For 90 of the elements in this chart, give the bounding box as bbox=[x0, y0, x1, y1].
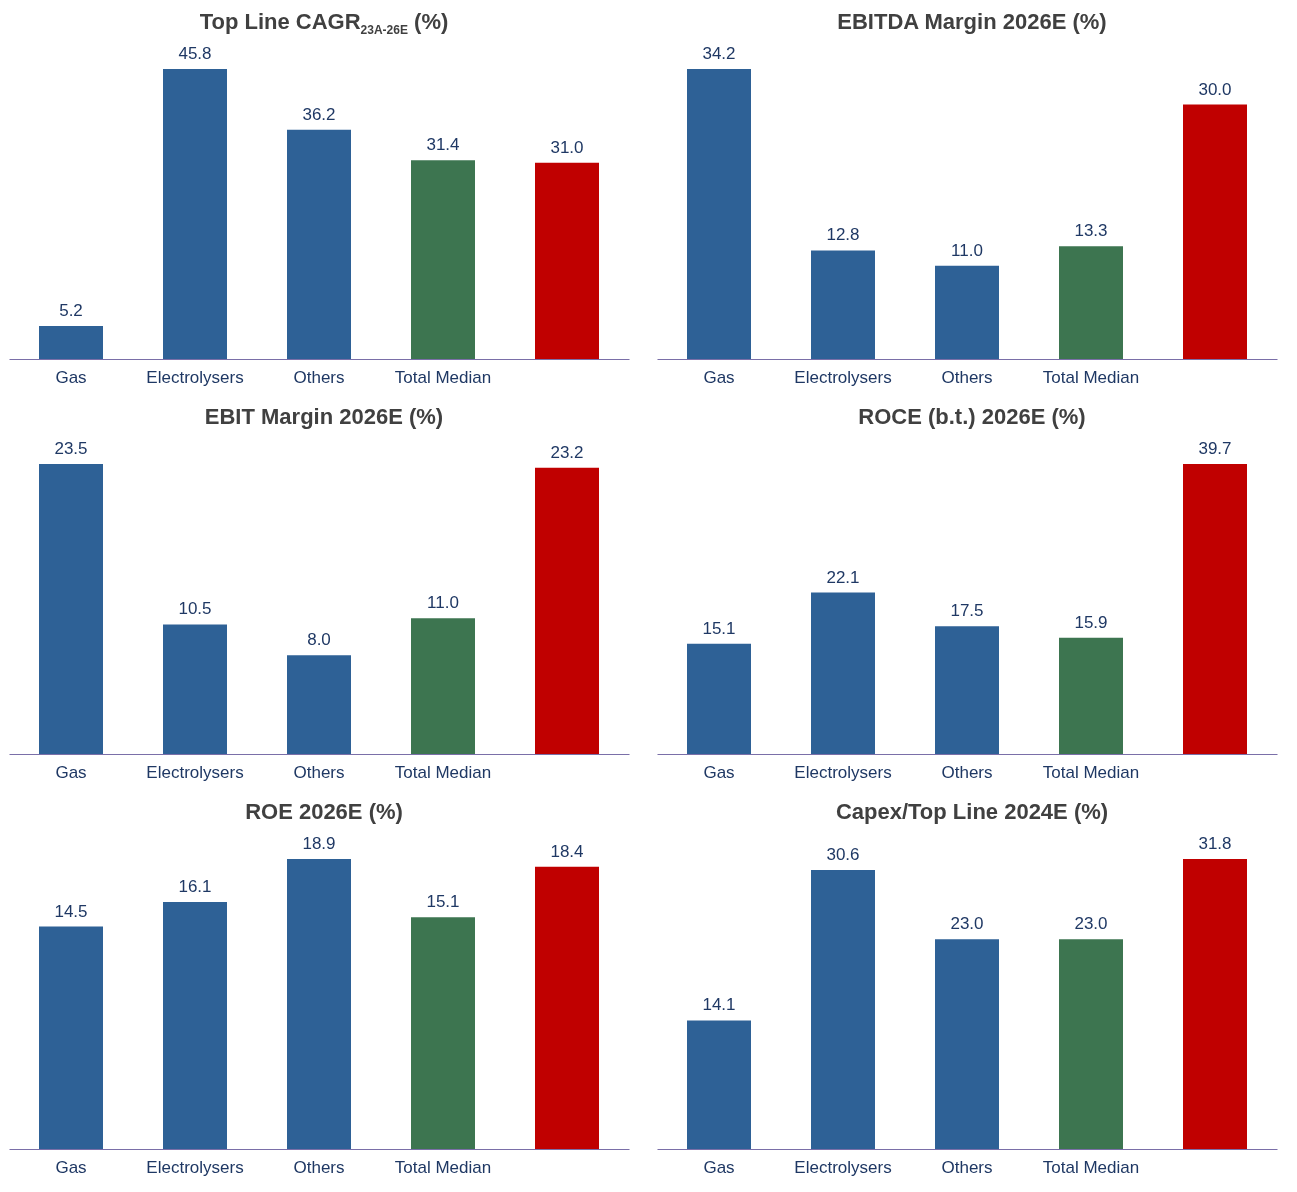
x-tick-label: Gas bbox=[55, 762, 87, 782]
x-tick-label: Gas bbox=[55, 1157, 87, 1177]
data-label: 30.6 bbox=[826, 844, 860, 864]
data-label: 23.0 bbox=[1074, 914, 1108, 934]
chart-title: Capex/Top Line 2024E (%) bbox=[834, 798, 1110, 826]
x-tick-label: Others bbox=[293, 762, 345, 782]
x-tick-label: Electrolysers bbox=[794, 762, 892, 782]
bar bbox=[935, 265, 999, 359]
data-label: 16.1 bbox=[178, 876, 212, 896]
x-tick-label: Electrolysers bbox=[794, 367, 892, 387]
data-label: 14.5 bbox=[54, 901, 88, 921]
data-label: 17.5 bbox=[950, 601, 984, 621]
x-tick-label: Gas bbox=[55, 367, 87, 387]
data-label: 15.1 bbox=[426, 892, 460, 912]
data-label: 5.2 bbox=[59, 301, 83, 321]
data-label: 39.7 bbox=[1198, 439, 1232, 458]
bar bbox=[811, 869, 875, 1149]
data-label: 18.4 bbox=[550, 841, 584, 861]
x-tick-label: Electrolysers bbox=[146, 1157, 244, 1177]
data-label: 11.0 bbox=[951, 240, 983, 260]
bar bbox=[163, 69, 227, 359]
data-label: 18.9 bbox=[302, 834, 336, 853]
chart-title: ROE 2026E (%) bbox=[244, 798, 404, 826]
bar bbox=[1183, 104, 1247, 359]
x-tick-label: Total Median bbox=[394, 367, 492, 387]
data-label: 15.9 bbox=[1074, 612, 1108, 632]
bar bbox=[287, 655, 351, 754]
bar bbox=[687, 643, 751, 754]
bar bbox=[163, 624, 227, 754]
bar bbox=[1059, 637, 1123, 754]
x-tick-label: Gas bbox=[703, 762, 735, 782]
x-tick-label: Others bbox=[941, 1157, 993, 1177]
x-tick-label: Electrolysers bbox=[794, 1157, 892, 1177]
bar bbox=[535, 162, 599, 359]
data-label: 23.0 bbox=[950, 914, 984, 934]
data-label: 8.0 bbox=[307, 630, 331, 650]
data-label: 15.1 bbox=[702, 618, 736, 638]
bar bbox=[1183, 859, 1247, 1149]
data-label: 22.1 bbox=[826, 567, 860, 587]
data-label: 12.8 bbox=[826, 225, 860, 245]
x-tick-label: Others bbox=[293, 1157, 345, 1177]
bar bbox=[411, 618, 475, 754]
bar bbox=[935, 626, 999, 754]
bar bbox=[287, 859, 351, 1149]
data-label: 36.2 bbox=[302, 104, 336, 124]
bar bbox=[39, 326, 103, 359]
bar bbox=[411, 160, 475, 359]
x-tick-label: Total Median bbox=[1042, 367, 1140, 387]
bar bbox=[163, 901, 227, 1149]
data-label: 11.0 bbox=[427, 593, 459, 613]
data-label: 45.8 bbox=[178, 44, 212, 63]
data-label: 13.3 bbox=[1074, 221, 1108, 241]
x-tick-label: Total Median bbox=[1042, 1157, 1140, 1177]
bar bbox=[1059, 246, 1123, 359]
bar bbox=[687, 1020, 751, 1149]
chart-title: EBITDA Margin 2026E (%) bbox=[836, 8, 1108, 36]
data-label: 10.5 bbox=[178, 599, 212, 619]
x-tick-label: Electrolysers bbox=[146, 762, 244, 782]
bar bbox=[287, 129, 351, 359]
bar bbox=[535, 866, 599, 1149]
data-label: 31.4 bbox=[426, 135, 460, 155]
bar bbox=[935, 939, 999, 1149]
x-tick-label: Total Median bbox=[394, 762, 492, 782]
x-tick-label: Total Median bbox=[394, 1157, 492, 1177]
data-label: 31.8 bbox=[1198, 834, 1232, 853]
data-label: 31.0 bbox=[550, 137, 584, 157]
x-tick-label: Others bbox=[293, 367, 345, 387]
x-tick-label: Gas bbox=[703, 1157, 735, 1177]
x-tick-label: Gas bbox=[703, 367, 735, 387]
chart-title: Top Line CAGR$_{23A-26E}$ (%) bbox=[198, 8, 450, 40]
bar bbox=[811, 250, 875, 359]
data-label: 34.2 bbox=[702, 44, 736, 63]
bar bbox=[811, 592, 875, 754]
x-tick-label: Total Median bbox=[1042, 762, 1140, 782]
data-label: 23.5 bbox=[54, 439, 88, 458]
data-label: 14.1 bbox=[702, 995, 736, 1015]
x-tick-label: Others bbox=[941, 762, 993, 782]
data-label: 23.2 bbox=[550, 442, 584, 462]
bar bbox=[687, 69, 751, 359]
x-tick-label: Electrolysers bbox=[146, 367, 244, 387]
bar bbox=[39, 464, 103, 754]
bar bbox=[535, 467, 599, 754]
data-label: 30.0 bbox=[1198, 79, 1232, 99]
bar bbox=[39, 926, 103, 1149]
bar bbox=[411, 917, 475, 1149]
chart-title: EBIT Margin 2026E (%) bbox=[203, 403, 445, 431]
bar bbox=[1059, 939, 1123, 1149]
bar bbox=[1183, 464, 1247, 754]
chart-title: ROCE (b.t.) 2026E (%) bbox=[857, 403, 1087, 431]
x-tick-label: Others bbox=[941, 367, 993, 387]
